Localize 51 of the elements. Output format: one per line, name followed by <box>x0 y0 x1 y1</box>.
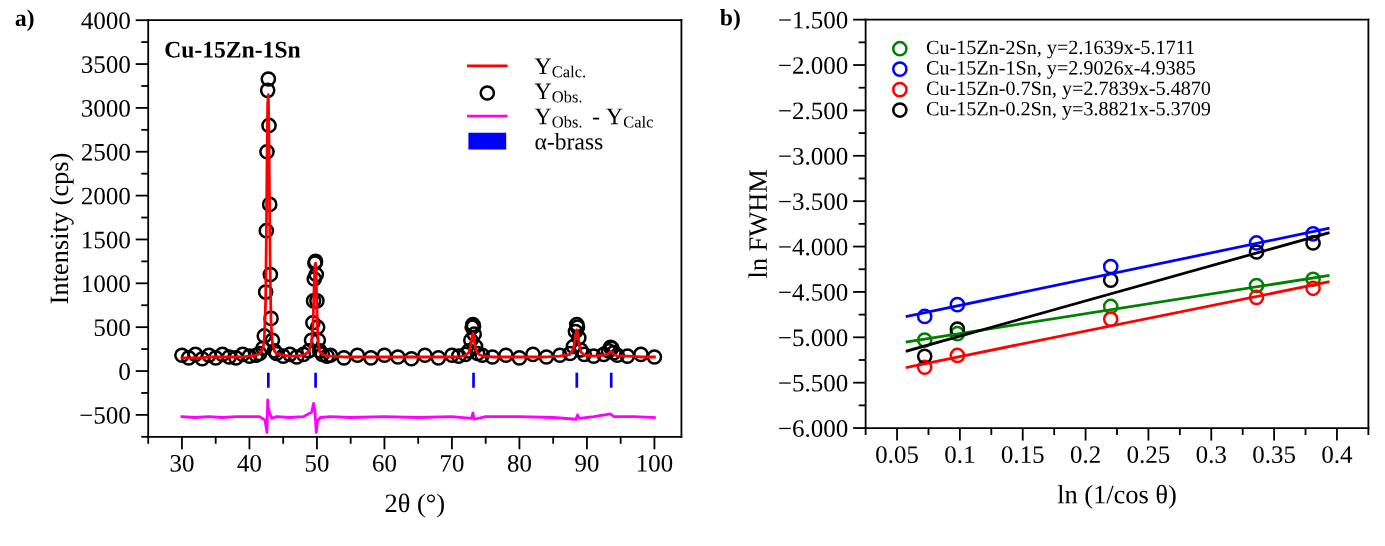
legend-label: Y$_{Calc.}$ <box>534 58 586 78</box>
x-tick-label: 0.05 <box>876 446 918 464</box>
legend-label: Y$_{Obs.}$ - Y$_{Calc}$ <box>534 108 653 128</box>
x-axis-title: 2θ (°) <box>385 493 444 518</box>
x-tick-label: 50 <box>305 454 329 472</box>
y-tick-label: −4.000 <box>779 238 848 256</box>
legend-label: Cu-15Zn-0.2Sn, y=3.8821x-5.3709 <box>926 101 1211 120</box>
y-axis-title: ln FWHM <box>748 170 768 278</box>
y-tick-label: −4.500 <box>779 283 848 301</box>
y-tick-label: −2.000 <box>779 57 848 75</box>
x-tick-label: 100 <box>637 454 673 472</box>
y-tick-label: 2500 <box>81 143 130 161</box>
x-tick-label: 0.2 <box>1070 446 1100 464</box>
x-axis-title: ln (1/cos θ) <box>1057 484 1176 509</box>
y-tick-label: 0 <box>119 363 130 380</box>
x-tick-label: 0.35 <box>1253 446 1296 464</box>
x-tick-label: 0.15 <box>1001 446 1044 464</box>
x-tick-label: 60 <box>373 454 396 472</box>
y-tick-label: 3500 <box>82 56 130 73</box>
y-tick-label: −5.500 <box>779 374 848 392</box>
legend-label: Cu-15Zn-1Sn, y=2.9026x-4.9385 <box>926 61 1196 79</box>
y-tick-label: −5.000 <box>779 329 848 347</box>
legend-label: Y$_{Obs.}$ <box>534 83 582 103</box>
x-tick-label: 90 <box>575 454 599 472</box>
x-tick-label: 80 <box>507 454 531 472</box>
x-tick-label: 0.3 <box>1196 446 1226 464</box>
legend-label: Cu-15Zn-0.7Sn, y=2.7839x-5.4870 <box>926 81 1211 100</box>
x-tick-label: 0.1 <box>945 446 975 464</box>
x-tick-label: 30 <box>170 454 194 472</box>
legend-label: α-brass <box>535 133 603 150</box>
x-tick-label: 0.25 <box>1127 446 1170 464</box>
text: a) <box>15 9 34 31</box>
y-tick-label: 1000 <box>83 275 130 293</box>
y-tick-label: 4000 <box>81 12 130 30</box>
y-tick-label: −6.000 <box>779 420 848 438</box>
text: b) <box>720 8 740 31</box>
x-tick-label: 0.4 <box>1322 446 1353 464</box>
y-tick-label: 1500 <box>83 231 130 249</box>
y-tick-label: −1.500 <box>779 11 848 29</box>
y-tick-label: −3.000 <box>779 147 848 165</box>
y-tick-label: −500 <box>80 406 130 424</box>
x-tick-label: 70 <box>441 454 464 472</box>
legend-label: Cu-15Zn-2Sn, y=2.1639x-5.1711 <box>926 40 1194 59</box>
y-tick-label: 500 <box>94 319 130 337</box>
y-axis-title: Intensity (cps) <box>49 153 74 304</box>
y-tick-label: 2000 <box>81 187 130 205</box>
y-tick-label: −2.500 <box>779 102 848 120</box>
y-tick-label: 3000 <box>82 99 130 117</box>
y-tick-label: −3.500 <box>779 193 848 211</box>
text: Cu-15Zn-1Sn <box>165 41 301 58</box>
x-tick-label: 40 <box>237 454 261 472</box>
